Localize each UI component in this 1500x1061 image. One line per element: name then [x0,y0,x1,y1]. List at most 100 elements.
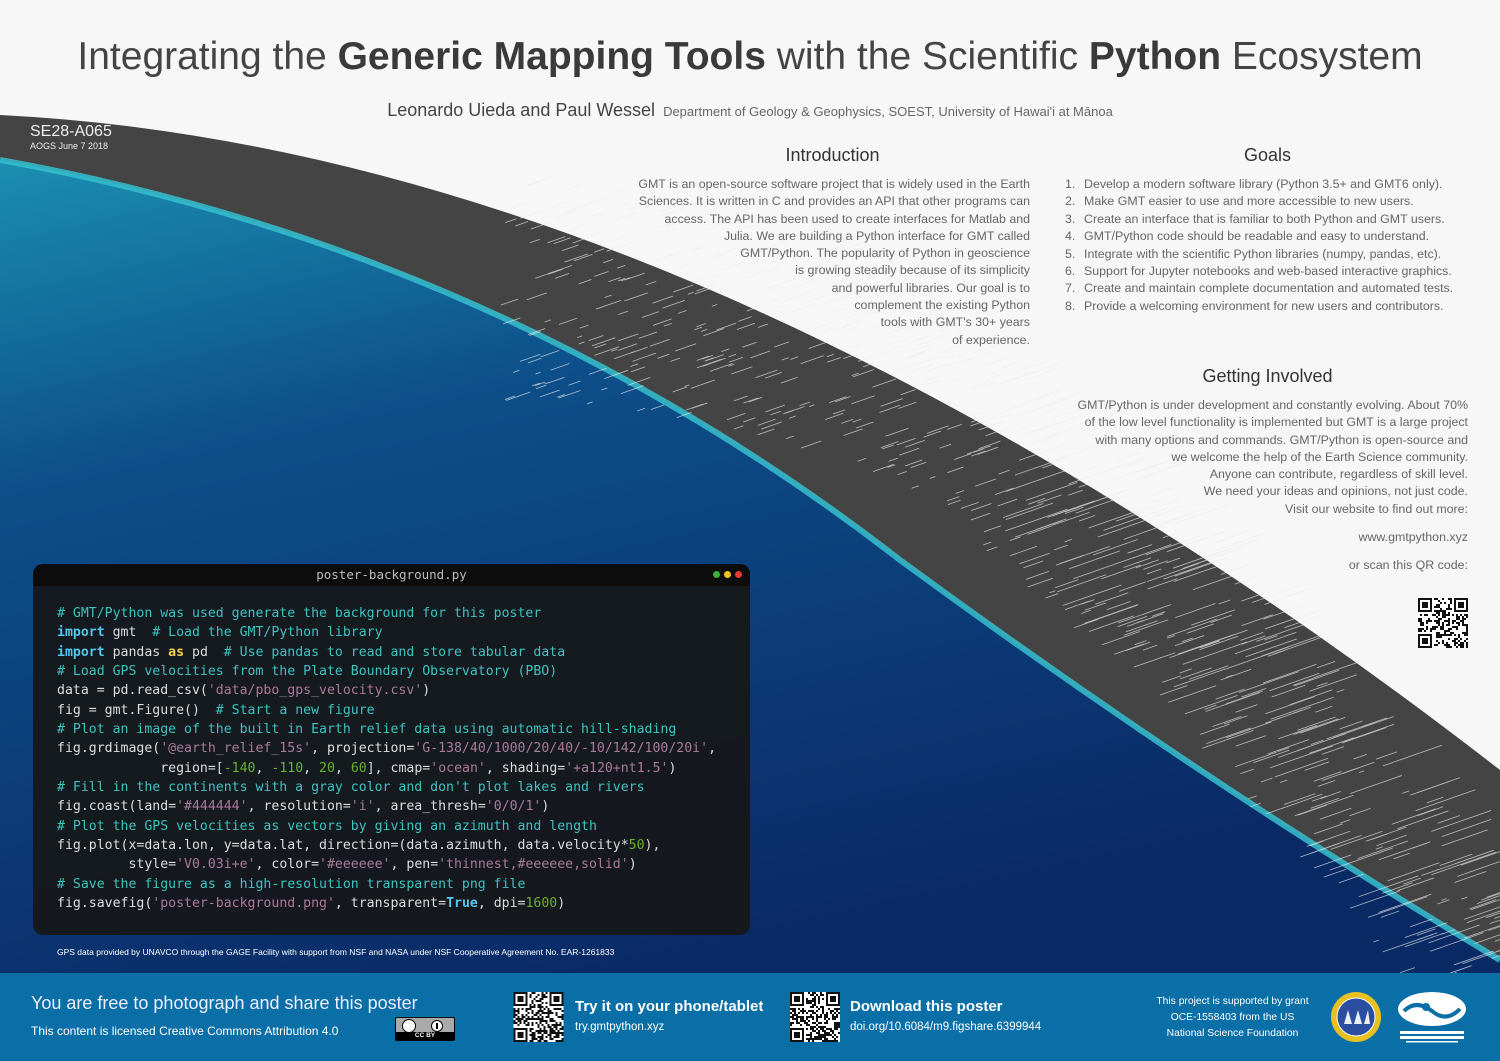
gps-vector [638,331,658,339]
gps-vector [1470,899,1500,911]
gps-vector [663,322,672,327]
code-token-txt: , area_thresh= [374,799,486,815]
gps-vector [616,242,633,249]
code-token-com: # GMT/Python was used generate the backg… [57,606,542,621]
involved-line: GMT/Python is under development and cons… [1077,398,1468,412]
gps-vector [884,277,894,281]
gps-vector [835,323,853,331]
gps-vector [539,389,560,398]
gps-vector [904,459,923,467]
gps-vector [1226,721,1272,739]
cc-by-badge[interactable]: CC BY [395,1017,455,1041]
try-title: Try it on your phone/tablet [575,998,764,1015]
gps-vector [1106,601,1131,611]
code-token-txt: region=[ [57,760,224,776]
gps-vector [1074,618,1099,629]
gps-vector [624,292,648,302]
download-link[interactable]: doi.org/10.6084/m9.figshare.6399944 [850,1021,1042,1033]
gps-vector [637,407,646,412]
gps-vector [890,289,915,300]
gps-vector [1174,504,1228,524]
gps-vector [702,223,724,231]
code-window: poster-background.py # GMT/Python was us… [33,564,750,935]
nsf-logo-icon [1331,992,1381,1042]
footer: You are free to photograph and share thi… [0,973,1500,1061]
gps-vector [1173,549,1226,569]
website-link[interactable]: www.gmtpython.xyz [1358,530,1469,544]
gps-vector [1212,532,1265,552]
gps-vector [892,286,913,295]
gps-vector [1136,619,1144,624]
gps-vector [763,240,788,250]
getting-involved-text: GMT/Python is under development and cons… [1020,397,1468,518]
gps-vector [1152,505,1184,518]
involved-line: We need your ideas and opinions, not jus… [1203,484,1468,499]
code-line: data = pd.read_csv('data/pbo_gps_velocit… [57,681,750,700]
goal-item: 1. Develop a modern software library (Pyt… [1065,176,1453,193]
gps-vector [1378,893,1432,913]
gps-vector [994,487,1014,495]
gps-vector [983,541,992,546]
gps-vector [1358,770,1365,773]
code-token-str: '#444444' [176,799,248,815]
code-token-txt: fig.plot(x=data.lon, y=data.lat, directi… [57,838,629,854]
intro-line: access. The API has been used to create … [664,211,1030,226]
gps-vector [1494,939,1500,942]
gps-vector [676,412,692,418]
gps-vector [1415,789,1476,812]
gps-vector [1166,530,1226,553]
gps-vector [947,466,964,474]
gps-vector [1293,718,1339,735]
gps-vector [1081,609,1091,614]
gps-vector [947,499,961,506]
gps-vector [573,254,593,262]
gps-vector [1078,515,1096,522]
code-line: import pandas as pd # Use pandas to read… [57,643,750,662]
coastline [0,157,1500,963]
gps-vector [1315,705,1333,713]
goal-text: Integrate with the scientific Python lib… [1084,246,1442,261]
gps-vector [1023,560,1044,569]
gps-vector [1441,929,1456,935]
gps-vector [1064,506,1084,515]
gps-vector [1000,362,1062,385]
gps-vector [630,363,639,367]
gps-vector [785,435,794,440]
gps-vector [1289,689,1333,706]
code-token-num: -140 [223,760,256,776]
gps-vector [966,445,991,455]
goal-item: 7. Create and maintain complete documenta… [1065,280,1453,297]
gps-vector [1037,494,1062,504]
gps-vector [829,271,849,279]
gps-vector [535,371,541,375]
gps-vector [1426,796,1444,804]
gps-vector [1434,810,1449,817]
gps-vector [1150,499,1160,504]
gps-vector [614,350,636,360]
try-link[interactable]: try.gmtpython.xyz [575,1021,665,1033]
gps-vector [1461,851,1500,866]
gps-vector [645,280,657,286]
code-token-str: '#eeeeee' [319,857,391,873]
gps-vector [748,396,763,403]
goal-item: 3. Create an interface that is familiar t… [1065,211,1453,228]
gps-vector [1084,602,1107,611]
session-code: SE28-A065 [30,123,112,140]
gps-vector [672,386,688,393]
gps-vector [1191,609,1236,626]
gps-vector [729,356,744,363]
gps-vector [990,374,1000,379]
gps-vector [649,338,670,347]
gps-vector [852,369,875,378]
gps-vector [1317,780,1336,787]
gps-vector [526,292,547,301]
gps-vector [1162,532,1177,539]
gps-vector [1223,715,1248,725]
gps-vector [1210,614,1232,623]
gps-vector [977,446,998,455]
gps-vector [1052,511,1090,526]
code-token-txt: , [708,741,717,757]
gps-vector [765,371,783,379]
gps-vector [564,253,589,263]
gps-vector [872,464,894,473]
